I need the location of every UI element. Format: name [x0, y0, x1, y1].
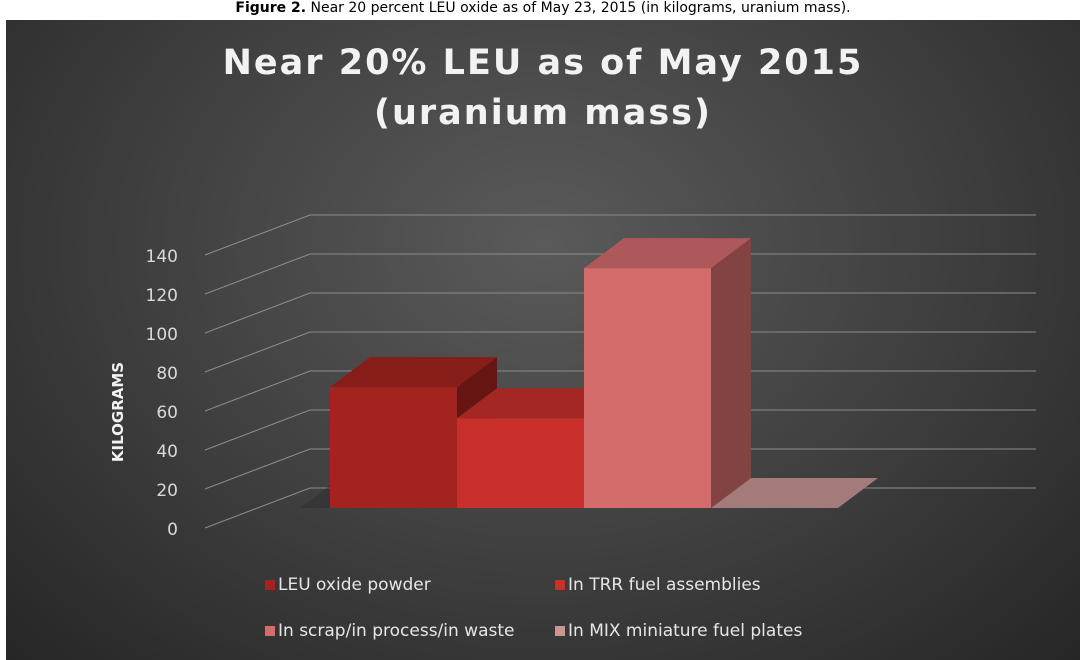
legend-swatch	[265, 580, 275, 590]
caption-text: Near 20 percent LEU oxide as of May 23, …	[310, 0, 851, 16]
grid-line	[204, 370, 1036, 412]
y-tick-label: 60	[156, 403, 178, 423]
bar-top	[457, 388, 624, 419]
bar-top	[584, 238, 751, 269]
grid-line	[204, 253, 1036, 295]
legend-swatch	[555, 580, 565, 590]
chart-panel: 0 20 40 60 80 100 120 140 Near 20% LEU as of Ma…	[6, 20, 1080, 660]
y-tick-label: 140	[146, 247, 178, 267]
legend-swatch	[265, 626, 275, 636]
legend-item: LEU oxide powder	[265, 575, 431, 595]
y-axis-label: KILOGRAMS	[109, 361, 127, 463]
legend-label: LEU oxide powder	[278, 575, 431, 595]
bar-top	[330, 357, 497, 388]
bar	[457, 418, 584, 508]
y-tick-label: 100	[146, 325, 178, 345]
chart: 0 20 40 60 80 100 120 140	[146, 214, 1036, 540]
y-tick-label: 20	[156, 481, 178, 501]
bar-side	[711, 238, 751, 508]
y-tick-label: 80	[156, 364, 178, 384]
grid-line	[204, 214, 1036, 256]
legend-item: In scrap/in process/in waste	[265, 621, 514, 641]
bar	[330, 387, 457, 508]
bar	[584, 268, 711, 508]
chart-title: Near 20% LEU as of May 2015 (uranium mas…	[222, 43, 864, 133]
grid-line	[204, 331, 1036, 373]
figure-caption: Figure 2. Near 20 percent LEU oxide as o…	[0, 0, 1086, 20]
legend-label: In MIX miniature fuel plates	[568, 621, 803, 641]
legend-item: In TRR fuel assemblies	[555, 575, 761, 595]
y-tick-label: 40	[156, 442, 178, 462]
legend-item: In MIX miniature fuel plates	[555, 621, 802, 641]
legend-label: In TRR fuel assemblies	[568, 575, 761, 595]
legend-swatch	[555, 626, 565, 636]
caption-label: Figure 2.	[235, 0, 307, 16]
bar-top	[711, 478, 878, 508]
grid-line	[204, 448, 1036, 490]
grid-line	[204, 409, 1036, 451]
y-tick-label: 0	[167, 520, 178, 540]
grid-line	[204, 292, 1036, 334]
y-tick-label: 120	[146, 286, 178, 306]
legend-label: In scrap/in process/in waste	[278, 621, 515, 641]
